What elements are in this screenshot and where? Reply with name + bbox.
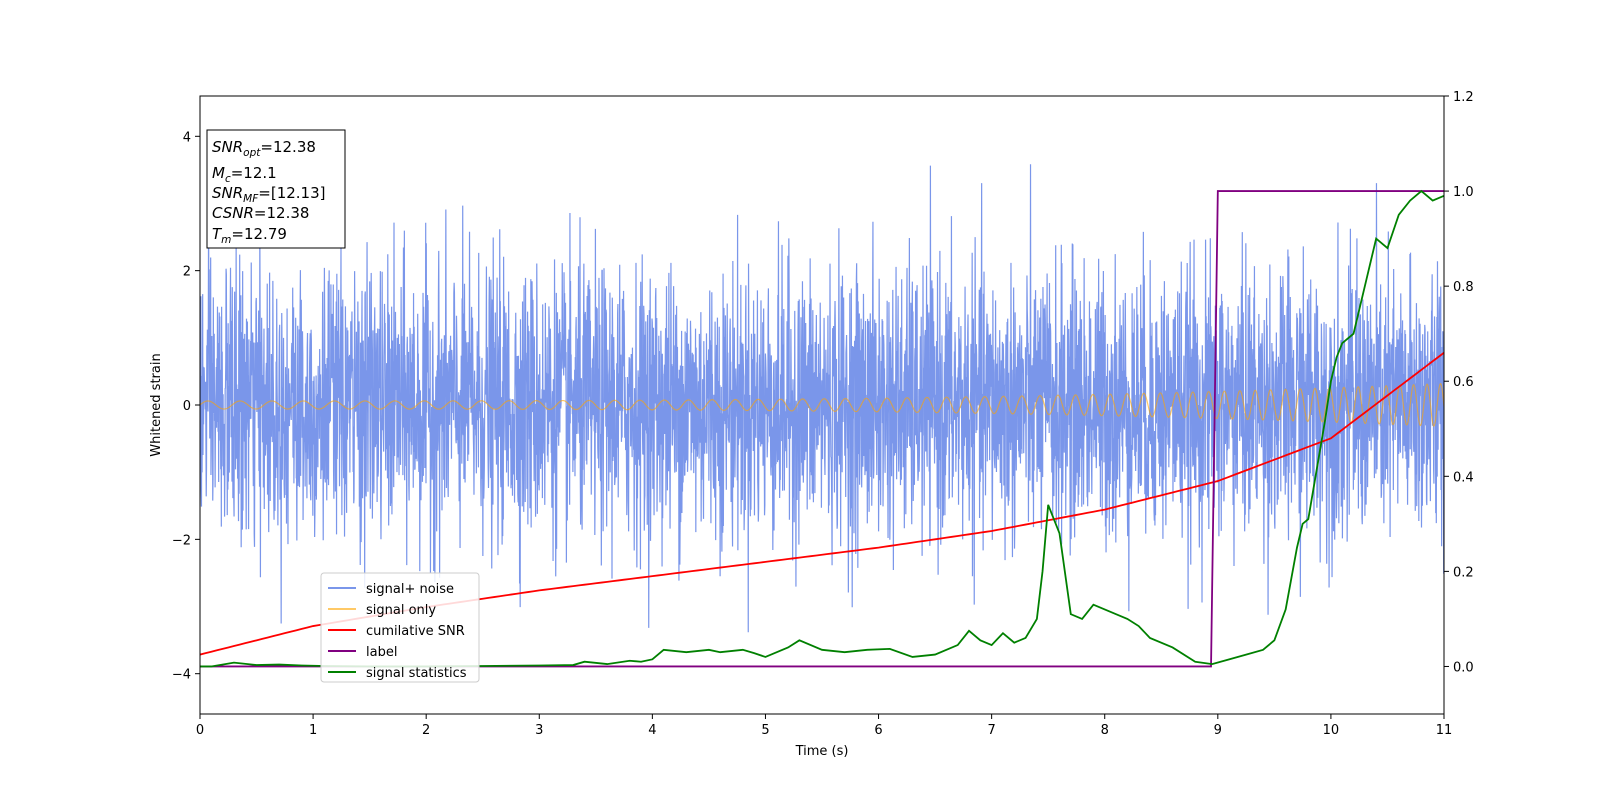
series-signal-only-line	[200, 383, 1444, 427]
x-tick-label: 9	[1214, 723, 1222, 738]
x-tick-label: 5	[761, 723, 769, 738]
y-tick-label: 0	[183, 399, 191, 414]
y2-tick-label: 1.2	[1453, 90, 1474, 105]
stats-annotation-box: SNRopt=12.38 Mc=12.1SNRMF=[12.13]CSNR=12.…	[206, 129, 346, 249]
stats-annotation-line: Mc=12.1	[212, 164, 277, 185]
y-axis-label: Whitened strain	[149, 353, 164, 456]
stats-annotation-line: SNRMF=[12.13]	[212, 184, 326, 205]
x-tick-label: 0	[196, 723, 204, 738]
x-tick-label: 8	[1101, 723, 1109, 738]
x-tick-label: 6	[874, 723, 882, 738]
x-tick-label: 7	[987, 723, 995, 738]
y2-tick-label: 0.6	[1453, 375, 1474, 390]
y2-tick-label: 1.0	[1453, 185, 1474, 200]
y-tick-label: 2	[183, 265, 191, 280]
x-tick-label: 2	[422, 723, 430, 738]
legend-entry-label: signal+ noise	[366, 582, 454, 597]
stats-annotation-line: CSNR=12.38	[212, 204, 309, 222]
legend-entry-label: label	[366, 645, 397, 660]
y2-tick-label: 0.8	[1453, 280, 1474, 295]
series-signal-noise-line	[200, 164, 1444, 633]
legend-entry-label: signal statistics	[366, 666, 467, 681]
y-tick-label: −4	[172, 668, 191, 683]
stats-annotation-line: Tm=12.79	[212, 225, 287, 246]
legend: signal+ noise signal only cumilative SNR la…	[320, 572, 480, 683]
legend-entry-label: signal only	[366, 603, 436, 618]
y2-tick-label: 0.2	[1453, 565, 1474, 580]
y2-tick-label: 0.0	[1453, 660, 1474, 675]
y-tick-label: 4	[183, 130, 191, 145]
legend-entry-label: cumilative SNR	[366, 624, 465, 639]
series-signal-statistics-line	[200, 189, 1444, 668]
x-tick-label: 1	[309, 723, 317, 738]
stats-annotation-line: SNRopt=12.38	[212, 138, 316, 159]
x-axis-label: Time (s)	[795, 744, 849, 759]
x-tick-label: 10	[1323, 723, 1340, 738]
x-tick-label: 11	[1436, 723, 1453, 738]
x-tick-label: 3	[535, 723, 543, 738]
y2-tick-label: 0.4	[1453, 470, 1474, 485]
series-label-line	[200, 190, 1444, 668]
y-tick-label: −2	[172, 533, 191, 548]
x-tick-label: 4	[648, 723, 656, 738]
